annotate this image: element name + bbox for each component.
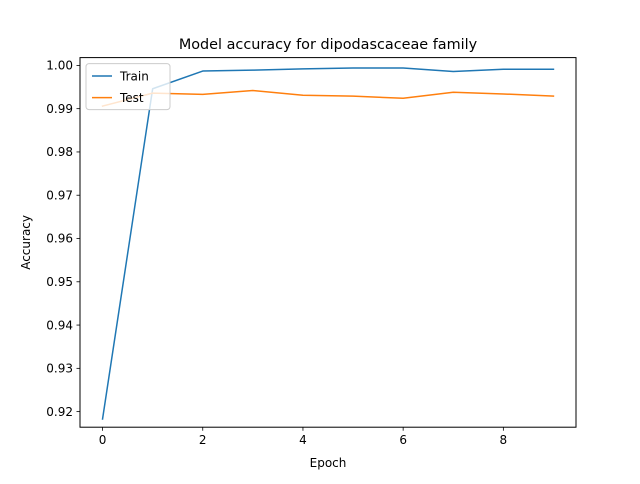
y-tick-label: 0.92 [46,405,73,419]
x-tick-label: 4 [299,433,307,447]
y-tick-label: 0.94 [46,318,73,332]
y-tick-label: 0.97 [46,188,73,202]
y-tick-label: 1.00 [46,59,73,73]
y-tick-label: 0.95 [46,275,73,289]
y-tick-label: 0.96 [46,232,73,246]
x-tick-label: 0 [99,433,107,447]
x-tick-label: 2 [199,433,207,447]
chart-title: Model accuracy for dipodascaceae family [179,37,478,53]
y-tick-label: 0.98 [46,145,73,159]
y-axis-label: Accuracy [19,215,33,270]
x-tick-label: 6 [399,433,407,447]
legend: Train Test [86,64,170,110]
x-axis-label: Epoch [310,456,347,470]
legend-label-train: Train [119,69,149,83]
x-tick-label: 8 [500,433,508,447]
y-tick-label: 0.93 [46,362,73,376]
y-tick-label: 0.99 [46,102,73,116]
legend-label-test: Test [119,91,144,105]
